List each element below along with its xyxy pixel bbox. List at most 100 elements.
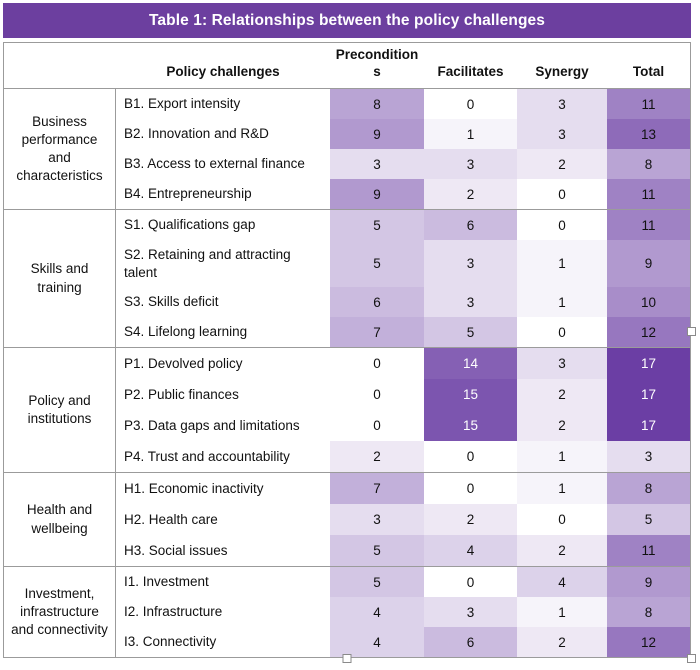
selection-handle-bottom-center[interactable]: [342, 654, 352, 663]
header-synergy: Synergy: [535, 64, 589, 80]
value-cell-facilitates: 0: [424, 89, 517, 119]
value-cell-facilitates: 3: [424, 240, 517, 287]
value-cell-synergy: 3: [517, 348, 607, 379]
value-cell-facilitates: 1: [424, 119, 517, 149]
value-cell-synergy: 1: [517, 240, 607, 287]
table-group: Health and wellbeing H1. Economic inactiv…: [4, 473, 690, 567]
header-policy-challenges: Policy challenges: [166, 64, 280, 80]
value-cell-synergy: 2: [517, 149, 607, 179]
value-cell-synergy: 0: [517, 210, 607, 240]
value-cell-facilitates: 0: [424, 567, 517, 597]
value-cell-synergy: 0: [517, 317, 607, 347]
challenge-label: B1. Export intensity: [124, 96, 241, 112]
value-cell-synergy: 0: [517, 504, 607, 535]
value-cell-facilitates: 2: [424, 504, 517, 535]
value-cell-total: 8: [607, 149, 690, 179]
value-cell-synergy: 4: [517, 567, 607, 597]
group-label: Business performance and characteristics: [4, 89, 116, 209]
selection-handle-right-middle[interactable]: [687, 327, 696, 336]
group-label: Investment, infrastructure and connectiv…: [4, 567, 116, 657]
value-cell-total: 11: [607, 535, 690, 566]
value-cell-synergy: 3: [517, 89, 607, 119]
value-cell-preconditions: 6: [330, 287, 424, 317]
challenge-label: B2. Innovation and R&D: [124, 126, 269, 142]
value-cell-facilitates: 2: [424, 179, 517, 209]
value-cell-preconditions: 7: [330, 317, 424, 347]
value-cell-facilitates: 6: [424, 627, 517, 657]
challenge-label: S1. Qualifications gap: [124, 217, 256, 233]
selection-handle-bottom-right[interactable]: [687, 654, 696, 663]
value-cell-total: 11: [607, 210, 690, 240]
value-cell-facilitates: 0: [424, 441, 517, 472]
challenge-label: H1. Economic inactivity: [124, 480, 264, 496]
value-cell-preconditions: 3: [330, 504, 424, 535]
value-cell-synergy: 1: [517, 597, 607, 627]
challenge-label: I2. Infrastructure: [124, 604, 223, 620]
group-label: Skills and training: [4, 210, 116, 347]
challenge-label: H2. Health care: [124, 511, 218, 527]
challenge-label: B4. Entrepreneurship: [124, 186, 252, 202]
value-cell-preconditions: 2: [330, 441, 424, 472]
value-cell-preconditions: 5: [330, 240, 424, 287]
value-cell-total: 5: [607, 504, 690, 535]
value-cell-synergy: 1: [517, 473, 607, 504]
value-cell-preconditions: 0: [330, 348, 424, 379]
value-cell-total: 9: [607, 567, 690, 597]
value-cell-facilitates: 0: [424, 473, 517, 504]
value-cell-facilitates: 3: [424, 287, 517, 317]
challenge-label: P1. Devolved policy: [124, 355, 243, 371]
challenge-label: S3. Skills deficit: [124, 294, 219, 310]
group-label: Policy and institutions: [4, 348, 116, 472]
challenge-label: S2. Retaining and attracting talent: [124, 246, 291, 280]
value-cell-total: 12: [607, 627, 690, 657]
value-cell-preconditions: 8: [330, 89, 424, 119]
value-cell-synergy: 1: [517, 441, 607, 472]
value-cell-preconditions: 0: [330, 410, 424, 441]
value-cell-facilitates: 6: [424, 210, 517, 240]
challenge-label: B3. Access to external finance: [124, 156, 305, 172]
value-cell-preconditions: 7: [330, 473, 424, 504]
table-group: Investment, infrastructure and connectiv…: [4, 567, 690, 657]
header-facilitates: Facilitates: [437, 64, 504, 80]
value-cell-facilitates: 15: [424, 410, 517, 441]
value-cell-total: 9: [607, 240, 690, 287]
table-title-bar: Table 1: Relationships between the polic…: [3, 3, 691, 38]
table-group: Policy and institutions P1. Devolved poli…: [4, 348, 690, 473]
challenge-label: I1. Investment: [124, 574, 209, 590]
group-label: Health and wellbeing: [4, 473, 116, 566]
value-cell-preconditions: 3: [330, 149, 424, 179]
value-cell-total: 11: [607, 89, 690, 119]
value-cell-facilitates: 15: [424, 379, 517, 410]
value-cell-total: 8: [607, 597, 690, 627]
value-cell-total: 12: [607, 317, 690, 347]
value-cell-total: 11: [607, 179, 690, 209]
value-cell-preconditions: 0: [330, 379, 424, 410]
table-group: Business performance and characteristics…: [4, 89, 690, 210]
value-cell-total: 10: [607, 287, 690, 317]
table-header-row: Policy challenges Preconditions Facilitate…: [4, 43, 690, 89]
value-cell-synergy: 2: [517, 627, 607, 657]
value-cell-synergy: 0: [517, 179, 607, 209]
table-figure[interactable]: Table 1: Relationships between the polic…: [3, 3, 696, 663]
value-cell-facilitates: 14: [424, 348, 517, 379]
challenge-label: P3. Data gaps and limitations: [124, 417, 300, 433]
table-group: Skills and training S1. Qualifications ga…: [4, 210, 690, 348]
value-cell-facilitates: 4: [424, 535, 517, 566]
value-cell-total: 13: [607, 119, 690, 149]
challenge-label: I3. Connectivity: [124, 634, 217, 650]
challenge-label: S4. Lifelong learning: [124, 324, 248, 340]
value-cell-synergy: 2: [517, 379, 607, 410]
value-cell-synergy: 3: [517, 119, 607, 149]
value-cell-preconditions: 5: [330, 210, 424, 240]
header-preconditions: Preconditions: [335, 47, 419, 80]
header-spacer-cell: [4, 43, 116, 88]
value-cell-total: 17: [607, 379, 690, 410]
value-cell-facilitates: 3: [424, 149, 517, 179]
value-cell-preconditions: 5: [330, 567, 424, 597]
value-cell-preconditions: 5: [330, 535, 424, 566]
header-total: Total: [632, 64, 665, 80]
value-cell-synergy: 2: [517, 535, 607, 566]
value-cell-synergy: 2: [517, 410, 607, 441]
value-cell-synergy: 1: [517, 287, 607, 317]
value-cell-preconditions: 9: [330, 179, 424, 209]
